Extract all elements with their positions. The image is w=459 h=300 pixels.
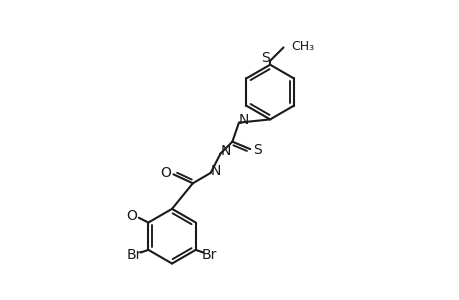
Text: O: O <box>126 209 137 223</box>
Text: O: O <box>159 166 170 180</box>
Text: CH₃: CH₃ <box>291 40 313 53</box>
Text: Br: Br <box>127 248 142 262</box>
Text: N: N <box>238 113 249 127</box>
Text: Br: Br <box>201 248 217 262</box>
Text: N: N <box>210 164 220 178</box>
Text: S: S <box>252 143 261 157</box>
Text: N: N <box>220 144 230 158</box>
Text: S: S <box>261 51 270 65</box>
